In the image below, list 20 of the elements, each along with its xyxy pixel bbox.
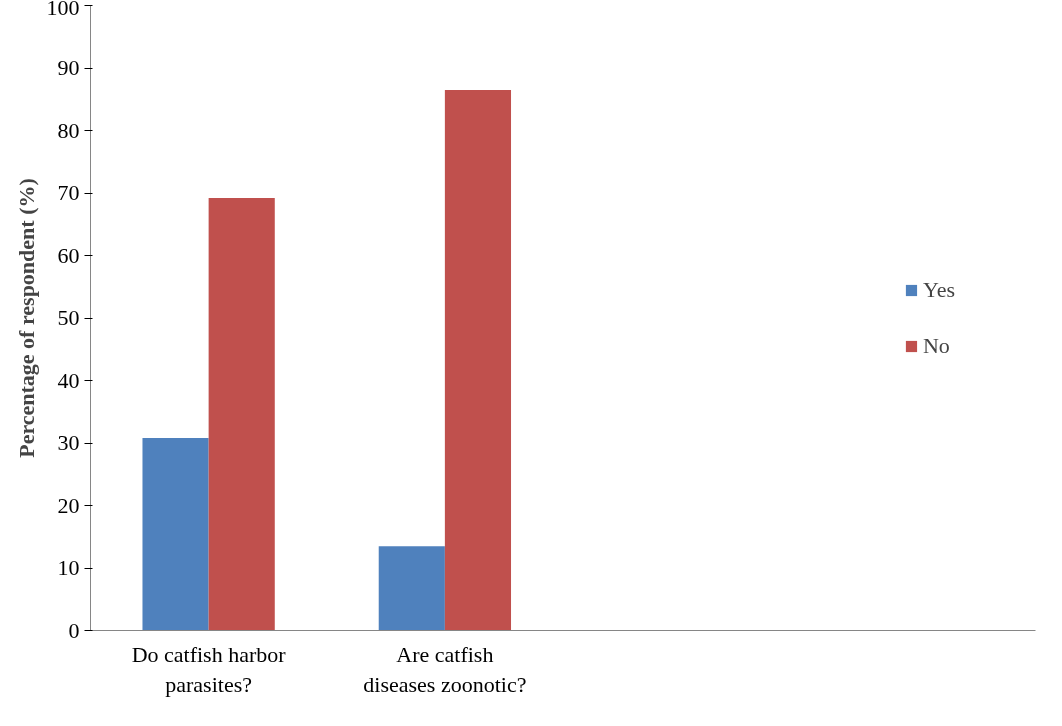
- y-tick-label: 60: [57, 242, 80, 268]
- y-tick-label: 90: [57, 55, 80, 80]
- y-tick-label: 0: [68, 617, 80, 643]
- y-tick-label: 20: [57, 492, 80, 518]
- y-axis-title: Percentage of respondent (%): [13, 178, 39, 458]
- y-tick-label: 70: [57, 180, 80, 205]
- y-tick-label: 40: [57, 367, 80, 393]
- y-tick-label: 100: [46, 0, 80, 20]
- y-tick-label: 50: [57, 305, 80, 330]
- bar: [142, 438, 209, 631]
- bar: [378, 546, 445, 631]
- bar: [444, 89, 512, 631]
- legend-label: Yes: [922, 276, 955, 303]
- legend-label: No: [922, 332, 950, 359]
- x-tick-label: Do catfish harbor parasites?: [131, 641, 287, 697]
- y-tick-label: 10: [57, 555, 80, 580]
- x-tick-label: Are catfish diseases zoonotic?: [363, 641, 527, 697]
- bar: [208, 198, 275, 631]
- y-tick-label: 30: [57, 430, 80, 455]
- y-tick-label: 80: [57, 117, 80, 143]
